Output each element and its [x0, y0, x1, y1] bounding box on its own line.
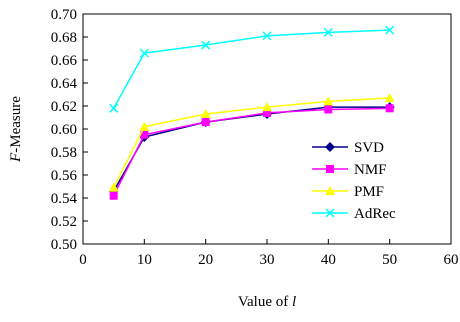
y-tick-label: 0.58: [51, 145, 77, 161]
legend-item-adrec: AdRec: [312, 206, 396, 222]
legend-marker-adrec: [325, 208, 335, 218]
legend-label-svd: SVD: [354, 140, 384, 156]
legend-marker-nmf: [326, 165, 334, 173]
x-tick-label: 30: [260, 252, 275, 268]
series-line-svd: [113, 106, 390, 192]
x-tick-labels: 0 10 20 30 40 50 60: [79, 252, 458, 268]
series-line-nmf: [112, 107, 390, 197]
data-point-adrec: [139, 48, 149, 58]
legend-label-pmf: PMF: [354, 184, 384, 200]
data-point-pmf: [384, 92, 395, 102]
plot-area-frame: [82, 13, 452, 245]
data-point-nmf: [201, 118, 210, 127]
y-tick-label: 0.54: [51, 191, 78, 207]
x-tick-label: 40: [321, 252, 336, 268]
legend-label-adrec: AdRec: [354, 206, 396, 222]
legend-marker-pmf: [325, 186, 335, 195]
legend-item-nmf: NMF: [312, 162, 387, 178]
data-point-nmf: [263, 108, 271, 117]
series-line-adrec: [113, 29, 390, 109]
y-tick-label: 0.68: [51, 30, 77, 46]
data-point-pmf: [139, 121, 150, 131]
series-nmf: [109, 104, 394, 200]
y-tick-label: 0.70: [51, 7, 77, 23]
y-tick-labels: 0.50 0.52 0.54 0.56 0.58 0.60 0.62 0.64 0.66 0.68…: [51, 7, 78, 253]
series-adrec: [109, 25, 395, 113]
y-axis-title: F-Measure: [8, 96, 24, 163]
legend-item-pmf: PMF: [312, 184, 384, 200]
data-point-adrec: [109, 103, 119, 113]
data-point-adrec: [262, 31, 272, 41]
data-point-nmf: [109, 191, 118, 200]
series-layer: [108, 25, 395, 200]
x-tick-label: 0: [79, 252, 87, 268]
legend-item-svd: SVD: [312, 140, 384, 156]
data-point-pmf: [200, 109, 211, 119]
y-tick-label: 0.60: [51, 122, 77, 138]
data-point-pmf: [108, 182, 119, 192]
data-point-pmf: [323, 96, 334, 106]
x-axis-title: Value of l: [238, 294, 296, 310]
data-point-nmf: [324, 105, 333, 114]
data-point-adrec: [201, 40, 211, 50]
y-tick-label: 0.64: [51, 76, 78, 92]
series-pmf: [108, 92, 395, 192]
legend-marker-svd: [325, 142, 335, 152]
data-point-adrec: [385, 25, 395, 35]
y-tick-label: 0.50: [51, 237, 77, 253]
x-tick-label: 60: [444, 252, 459, 268]
series-svd: [108, 102, 395, 197]
x-tick-label: 20: [198, 252, 213, 268]
axis-ticks: [82, 13, 452, 245]
y-tick-label: 0.56: [51, 168, 78, 184]
data-point-nmf: [385, 104, 394, 113]
y-tick-label: 0.52: [51, 214, 77, 230]
x-tick-label: 10: [137, 252, 152, 268]
data-point-nmf: [140, 130, 149, 139]
legend-label-nmf: NMF: [354, 162, 387, 178]
y-tick-label: 0.62: [51, 99, 77, 115]
x-tick-label: 50: [382, 252, 397, 268]
data-point-adrec: [323, 27, 333, 37]
y-tick-label: 0.66: [51, 53, 78, 69]
legend: SVD NMF PMF AdRec: [312, 140, 396, 222]
data-point-pmf: [262, 102, 272, 112]
series-line-pmf: [112, 97, 390, 188]
